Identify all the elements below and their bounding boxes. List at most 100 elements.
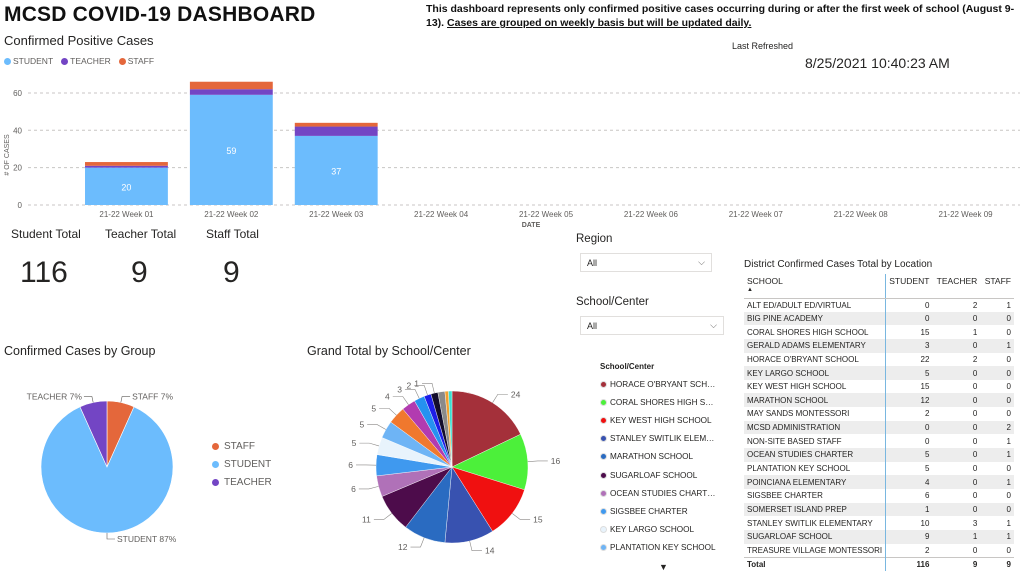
- pie-data-label: STAFF 7%: [132, 392, 173, 402]
- bar-segment-student[interactable]: [294, 135, 378, 205]
- last-refreshed-value: 8/25/2021 10:40:23 AM: [805, 55, 950, 71]
- group-pie-legend: STAFF STUDENT TEACHER: [212, 441, 272, 495]
- legend-item-school[interactable]: HORACE O'BRYANT SCHO...: [600, 375, 720, 393]
- sort-ascending-icon[interactable]: ▲: [747, 287, 753, 293]
- legend-item-teacher[interactable]: TEACHER: [61, 56, 111, 66]
- legend-item-school[interactable]: KEY WEST HIGH SCHOOL: [600, 411, 720, 429]
- cell-school: KEY WEST HIGH SCHOOL: [744, 379, 887, 394]
- legend-item-school[interactable]: PLANTATION KEY SCHOOL: [600, 539, 720, 557]
- cell-student: 4: [885, 475, 933, 489]
- bar-segment-staff[interactable]: [294, 122, 378, 127]
- table-row[interactable]: SOMERSET ISLAND PREP 1 0 0: [744, 502, 1014, 517]
- cell-student: 0: [924, 436, 930, 446]
- pie-leader-line: [373, 513, 392, 520]
- cell-student: 0: [885, 311, 933, 326]
- table-row[interactable]: BIG PINE ACADEMY 0 0 0: [744, 311, 1014, 326]
- location-table: SCHOOL ▲ STUDENT TEACHER STAFF ALT ED/ADU…: [744, 274, 1014, 572]
- cell-teacher: 0: [932, 448, 981, 462]
- region-dropdown[interactable]: All ⌵: [580, 253, 712, 272]
- pie-leader-line: [410, 537, 425, 548]
- pie-data-label: 5: [371, 403, 376, 413]
- pie-leader-line: [120, 396, 131, 403]
- table-row[interactable]: PLANTATION KEY SCHOOL 5 0 0: [744, 461, 1014, 476]
- cases-chart-legend: STUDENT TEACHER STAFF: [4, 56, 154, 66]
- legend-label: STUDENT: [13, 56, 54, 66]
- bar-segment-staff[interactable]: [85, 162, 168, 166]
- cell-teacher: 2: [972, 300, 978, 310]
- pie-data-label: 4: [385, 391, 390, 401]
- cell-student: 9: [885, 529, 933, 544]
- cell-school: BIG PINE ACADEMY: [744, 311, 887, 326]
- legend-item-student[interactable]: STUDENT: [4, 56, 53, 66]
- table-row[interactable]: KEY LARGO SCHOOL 5 0 0: [744, 366, 1014, 380]
- legend-item-school[interactable]: KEY LARGO SCHOOL: [600, 521, 720, 539]
- legend-item-school[interactable]: CORAL SHORES HIGH SCH...: [600, 393, 720, 411]
- legend-item-student[interactable]: STUDENT: [212, 459, 272, 470]
- table-row[interactable]: STANLEY SWITLIK ELEMENTARY 10 3 1: [744, 516, 1014, 530]
- bar-segment-staff[interactable]: [189, 81, 273, 90]
- pie-leader-line: [83, 396, 94, 403]
- group-pie-title: Confirmed Cases by Group: [4, 344, 156, 358]
- column-header-staff[interactable]: STAFF: [980, 274, 1014, 299]
- cell-student: 5: [924, 464, 930, 473]
- pie-slice[interactable]: [448, 390, 453, 468]
- bar-segment-teacher[interactable]: [85, 165, 168, 168]
- bar-segment-teacher[interactable]: [294, 126, 378, 136]
- cell-student: 15: [920, 327, 930, 337]
- cell-student: 3: [885, 338, 933, 353]
- bar-segment-student[interactable]: [189, 94, 273, 205]
- table-row[interactable]: SUGARLOAF SCHOOL 9 1 1: [744, 529, 1014, 544]
- column-header-label: SCHOOL: [747, 276, 783, 286]
- table-row[interactable]: ALT ED/ADULT ED/VIRTUAL 0 2 1: [744, 298, 1014, 312]
- legend-item-teacher[interactable]: TEACHER: [212, 477, 272, 488]
- staff-dot-icon: [212, 443, 219, 450]
- table-row[interactable]: HORACE O'BRYANT SCHOOL 22 2 0: [744, 352, 1014, 367]
- table-row[interactable]: MCSD ADMINISTRATION 0 0 2: [744, 420, 1014, 435]
- legend-item-staff[interactable]: STAFF: [212, 441, 272, 452]
- table-row[interactable]: TREASURE VILLAGE MONTESSORI 2 0 0: [744, 543, 1014, 558]
- legend-label: SUGARLOAF SCHOOL: [610, 470, 698, 480]
- legend-item-staff[interactable]: STAFF: [118, 56, 154, 66]
- cell-school: TREASURE VILLAGE MONTESSORI: [744, 543, 887, 558]
- table-row[interactable]: MAY SANDS MONTESSORI 2 0 0: [744, 407, 1014, 421]
- table-row[interactable]: POINCIANA ELEMENTARY 4 0 1: [744, 475, 1014, 489]
- student-total-label: Student Total: [11, 227, 81, 241]
- pie-leader-line: [492, 393, 508, 403]
- bar-segment-student[interactable]: [85, 167, 168, 205]
- column-header-student[interactable]: STUDENT: [885, 274, 933, 299]
- group-pie-chart[interactable]: STAFF 7% STUDENT 87% TEACHER 7%: [0, 365, 300, 576]
- school-pie-legend: School/Center HORACE O'BRYANT SCHO... COR…: [600, 362, 720, 557]
- chevron-down-icon: ⌵: [698, 257, 705, 267]
- school-pie-title: Grand Total by School/Center: [307, 344, 471, 358]
- table-row[interactable]: GERALD ADAMS ELEMENTARY 3 0 1: [744, 338, 1014, 353]
- legend-dot-icon: [600, 471, 607, 479]
- legend-item-school[interactable]: MARATHON SCHOOL: [600, 448, 720, 466]
- pie-leader-line: [359, 442, 380, 447]
- legend-item-school[interactable]: OCEAN STUDIES CHARTER: [600, 484, 720, 502]
- column-header-teacher[interactable]: TEACHER: [932, 274, 981, 299]
- legend-label: KEY WEST HIGH SCHOOL: [610, 415, 712, 425]
- cell-school: GERALD ADAMS ELEMENTARY: [744, 338, 887, 353]
- column-header-school[interactable]: SCHOOL ▲: [744, 274, 887, 299]
- x-tick-label: 21-22 Week 06: [624, 210, 679, 219]
- pie-slice-teacher[interactable]: [79, 400, 108, 468]
- legend-dot-icon: [600, 544, 607, 552]
- table-row[interactable]: MARATHON SCHOOL 12 0 0: [744, 393, 1014, 408]
- legend-item-school[interactable]: SUGARLOAF SCHOOL: [600, 466, 720, 484]
- cell-school: MARATHON SCHOOL: [744, 393, 887, 408]
- table-row[interactable]: OCEAN STUDIES CHARTER 5 0 1: [744, 448, 1014, 462]
- legend-scroll-down-icon[interactable]: ▼: [659, 562, 668, 572]
- cases-bar-chart[interactable]: 0 20 40 60 # OF CASES 21-22 Week 01 20 21-22 We…: [0, 78, 1024, 234]
- school-dropdown[interactable]: All ⌵: [580, 316, 724, 335]
- cell-teacher: 1: [972, 327, 978, 337]
- legend-item-school[interactable]: STANLEY SWITLIK ELEMEN...: [600, 430, 720, 448]
- table-row[interactable]: KEY WEST HIGH SCHOOL 15 0 0: [744, 379, 1014, 394]
- legend-item-school[interactable]: SIGSBEE CHARTER: [600, 502, 720, 520]
- pie-slice-student[interactable]: [40, 406, 174, 534]
- table-row[interactable]: NON-SITE BASED STAFF 0 0 1: [744, 434, 1014, 449]
- cell-teacher: 0: [972, 382, 978, 392]
- table-row[interactable]: CORAL SHORES HIGH SCHOOL 15 1 0: [744, 325, 1014, 339]
- bar-segment-teacher[interactable]: [189, 89, 273, 95]
- table-row[interactable]: SIGSBEE CHARTER 6 0 0: [744, 488, 1014, 503]
